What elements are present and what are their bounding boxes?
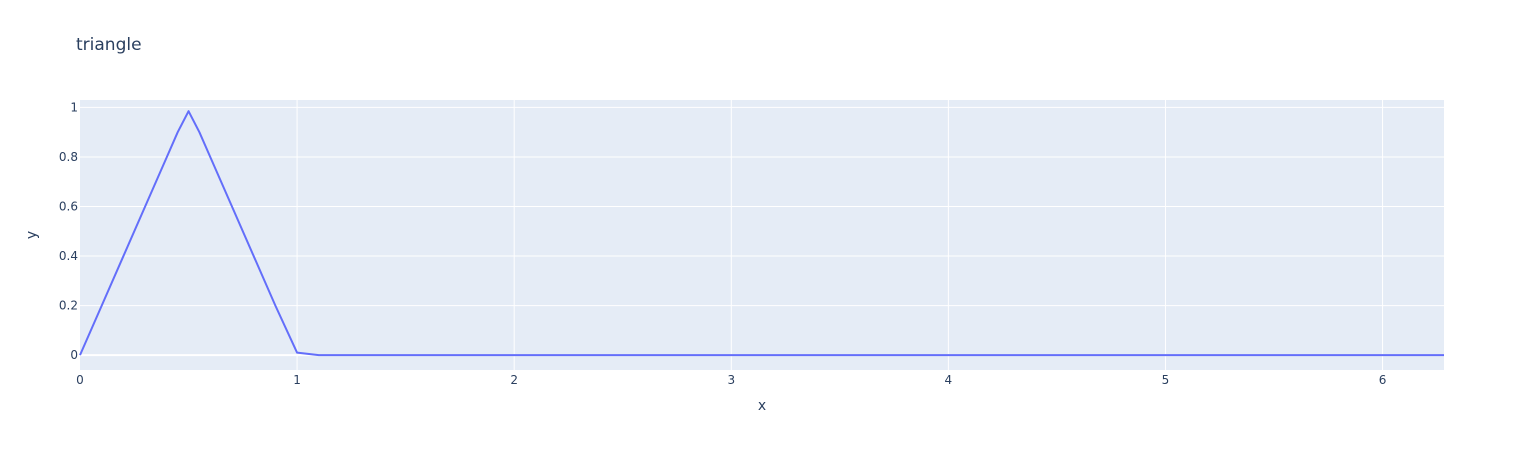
chart-title: triangle (76, 35, 142, 55)
series-layer (79, 110, 1444, 357)
y-tick-label: 0.6 (59, 200, 78, 214)
x-tick-label: 3 (727, 373, 735, 387)
y-axis-title: y (24, 231, 40, 239)
x-tick-label: 6 (1379, 373, 1387, 387)
plot-area (80, 100, 1444, 370)
x-tick-label: 1 (293, 373, 301, 387)
y-tick-label: 1 (70, 100, 78, 114)
y-tick-label: 0.4 (59, 249, 78, 263)
y-tick-label: 0 (70, 348, 78, 362)
x-axis-title: x (758, 398, 766, 414)
tick-labels: 0 1 2 3 4 5 6 0 0.2 0.4 0.6 0.8 1 (59, 100, 1386, 387)
y-tick-label: 0.8 (59, 150, 78, 164)
x-tick-label: 4 (945, 373, 953, 387)
y-tick-label: 0.2 (59, 299, 78, 313)
x-tick-label: 2 (510, 373, 518, 387)
x-tick-label: 0 (76, 373, 84, 387)
series-line (79, 110, 1444, 357)
x-tick-label: 5 (1162, 373, 1170, 387)
